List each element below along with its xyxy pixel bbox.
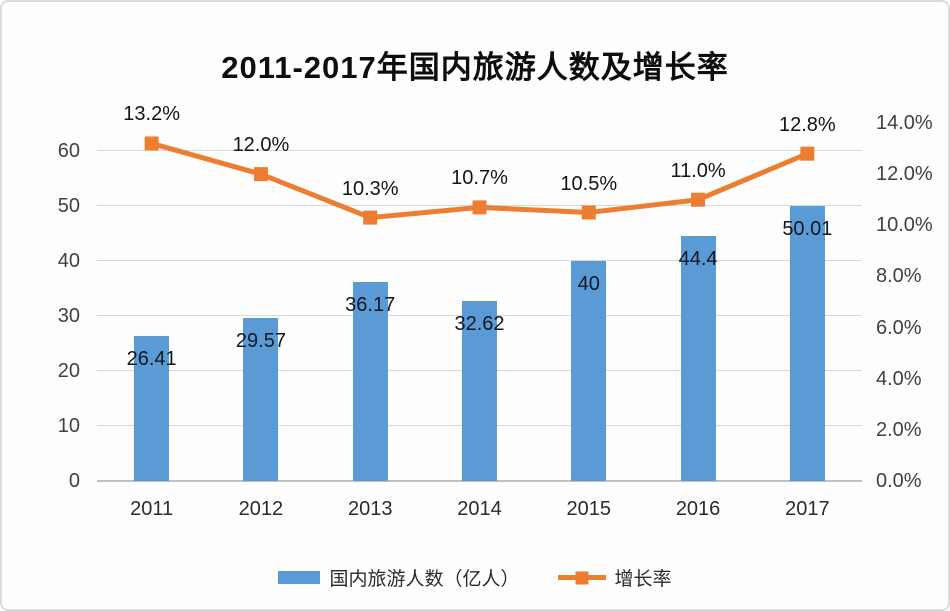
left-axis-tick-label: 40 [57, 249, 80, 272]
growth-rate-line-layer [144, 136, 815, 225]
bar-value-label: 26.41 [126, 347, 177, 370]
line-series-swatch [557, 571, 606, 584]
right-axis-tick-label: 12.0% [876, 163, 933, 186]
right-axis-tick-label: 2.0% [876, 418, 922, 441]
bar-2015 [571, 260, 607, 481]
line-marker [800, 146, 815, 161]
gridline [97, 150, 862, 152]
right-axis-tick-label: 0.0% [876, 470, 922, 492]
x-axis-label-2011: 2011 [130, 498, 174, 520]
growth-rate-label: 11.0% [670, 159, 726, 182]
bar-value-label: 29.57 [235, 330, 286, 353]
growth-rate-label: 12.0% [232, 134, 290, 157]
right-axis-tick-label: 8.0% [876, 265, 922, 288]
legend-item-line-series: 增长率 [557, 564, 672, 591]
growth-rate-label: 10.3% [341, 177, 399, 200]
bar-2014 [462, 301, 497, 481]
legend-item-bar-series: 国内旅游人数（亿人） [278, 564, 520, 591]
bar-2013 [352, 281, 388, 481]
bar-value-label: 50.01 [782, 217, 833, 240]
x-axis-label-2016: 2016 [675, 498, 721, 520]
growth-rate-label: 10.5% [560, 172, 618, 195]
legend-label-line-series: 增长率 [614, 569, 672, 590]
gridline [97, 260, 862, 262]
x-axis-label-2017: 2017 [785, 498, 830, 520]
right-axis-tick-label: 10.0% [876, 214, 933, 237]
left-axis-tick-label: 10 [57, 414, 80, 437]
right-axis-tick-label: 4.0% [876, 367, 922, 390]
left-axis-tick-label: 60 [57, 139, 80, 162]
line-marker [144, 136, 159, 151]
left-axis-tick-label: 0 [68, 470, 80, 492]
line-marker [472, 200, 487, 215]
bar-value-label: 32.62 [454, 313, 505, 336]
growth-rate-label: 10.7% [451, 167, 508, 190]
left-axis-tick-label: 20 [57, 359, 80, 382]
bar-value-label: 44.4 [678, 248, 718, 271]
line-marker-swatch [575, 571, 588, 584]
chart-title: 2011-2017年国内旅游人数及增长率 [221, 50, 729, 85]
x-axis-label-2015: 2015 [566, 498, 612, 520]
line-marker [581, 205, 596, 220]
bar-2017 [789, 205, 825, 481]
growth-rate-label: 13.2% [123, 103, 180, 126]
left-axis-tick-label: 30 [57, 304, 80, 327]
bar-series-swatch [278, 571, 321, 584]
bar-value-label: 36.17 [345, 293, 396, 316]
bar-2012 [243, 318, 279, 481]
bar-2011 [134, 335, 170, 481]
line-marker [691, 192, 706, 207]
line-marker [253, 167, 268, 182]
right-axis-tick-label: 6.0% [876, 316, 922, 339]
x-axis-line [97, 480, 862, 482]
bar-2016 [680, 236, 716, 481]
legend-label-bar-series: 国内旅游人数（亿人） [329, 569, 520, 590]
x-axis-label-2013: 2013 [347, 498, 393, 520]
right-axis-tick-label: 14.0% [876, 112, 933, 134]
x-axis-label-2014: 2014 [457, 498, 502, 520]
chart-legend: 国内旅游人数（亿人） 增长率 [2, 564, 948, 591]
bar-value-label: 40 [577, 272, 600, 295]
line-marker [363, 210, 378, 225]
x-axis-label-2012: 2012 [238, 498, 284, 520]
left-axis-tick-label: 50 [57, 194, 80, 217]
growth-rate-label: 12.8% [778, 113, 836, 136]
